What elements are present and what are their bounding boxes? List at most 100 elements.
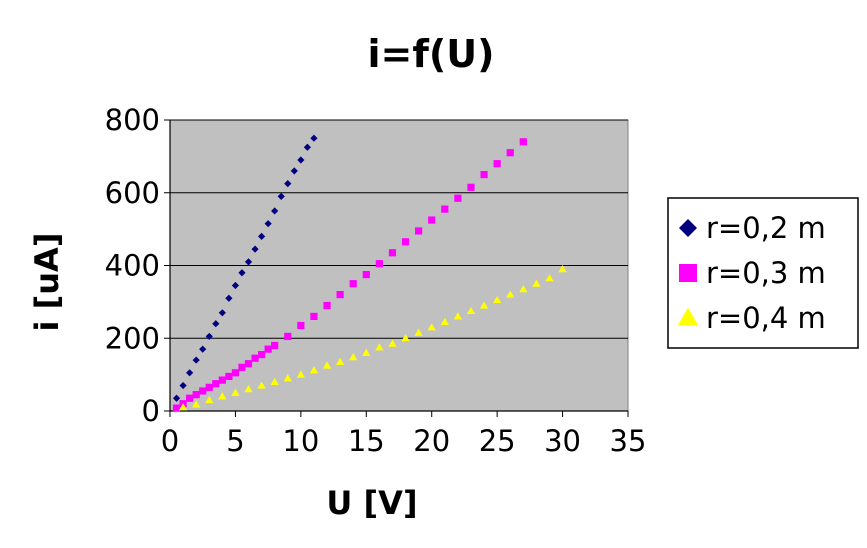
x-tick-label: 35 [610, 424, 647, 458]
data-point [401, 334, 410, 342]
data-point [493, 295, 502, 304]
y-tick-label: 0 [142, 394, 160, 428]
data-point [519, 285, 528, 293]
x-tick-label: 20 [413, 424, 450, 458]
data-point [205, 395, 214, 404]
data-point [349, 280, 357, 288]
data-point [218, 392, 227, 400]
x-tick-label: 5 [226, 424, 244, 458]
legend-label: r=0,4 m [706, 301, 826, 335]
data-point [309, 366, 319, 374]
data-points [172, 134, 567, 412]
data-point [212, 380, 220, 388]
data-point [479, 301, 489, 309]
data-point [231, 369, 240, 377]
data-point [454, 194, 462, 202]
legend-label: r=0,3 m [706, 256, 826, 290]
data-point [388, 249, 397, 257]
data-point [440, 317, 449, 325]
data-point [178, 403, 188, 411]
data-point [270, 377, 279, 385]
data-point [271, 341, 279, 350]
legend-label: r=0,2 m [706, 211, 826, 245]
legend-box [667, 197, 859, 349]
data-point [179, 381, 187, 390]
data-point [466, 306, 476, 315]
data-point [264, 220, 272, 228]
data-point [199, 345, 207, 353]
grid-lines [170, 119, 628, 339]
data-point [375, 260, 383, 268]
data-point [284, 332, 292, 341]
data-point [277, 192, 285, 200]
data-point [238, 363, 246, 371]
data-point [297, 321, 305, 330]
y-tick-label: 400 [105, 249, 160, 283]
data-point [349, 353, 358, 361]
data-point [218, 376, 226, 384]
data-point [192, 400, 201, 408]
data-point [172, 404, 181, 412]
data-point [258, 351, 266, 359]
data-point [258, 232, 266, 240]
y-tick-label: 200 [105, 321, 160, 355]
data-point [401, 238, 410, 246]
data-point [251, 354, 259, 362]
data-point [296, 370, 305, 378]
data-point [205, 383, 213, 391]
data-point [545, 274, 554, 282]
data-point [467, 183, 475, 191]
data-point [506, 290, 515, 298]
y-tick-label: 800 [105, 103, 160, 137]
data-point [251, 245, 259, 253]
data-point [322, 361, 332, 369]
data-point [283, 374, 292, 382]
data-point [519, 138, 527, 146]
data-point [388, 339, 397, 347]
legend-marker [679, 264, 697, 282]
legend-marker [679, 219, 697, 237]
x-axis-label: U [V] [326, 484, 417, 522]
data-point [532, 279, 541, 287]
x-tick-label: 30 [544, 424, 581, 458]
data-point [218, 309, 226, 317]
data-point [271, 207, 279, 215]
data-point [192, 356, 200, 364]
data-point [336, 291, 344, 299]
data-point [297, 156, 305, 164]
data-point [480, 170, 488, 179]
data-point [558, 264, 567, 273]
data-point [172, 394, 181, 402]
data-point [362, 270, 370, 279]
data-point [310, 134, 318, 142]
data-point [290, 167, 298, 175]
data-point [225, 294, 233, 302]
data-point [186, 369, 194, 377]
data-point [205, 332, 213, 341]
data-point [231, 281, 240, 290]
y-tick-labels: 0 200 400 600 800 [105, 103, 160, 428]
series-1 [172, 138, 527, 412]
data-point [506, 149, 514, 157]
data-point [493, 160, 501, 168]
legend-marker [677, 307, 699, 326]
legend: r=0,2 m r=0,3 m r=0,4 m [667, 197, 859, 349]
x-tick-label: 25 [479, 424, 516, 458]
data-point [192, 391, 200, 399]
axes [164, 119, 629, 417]
data-point [441, 205, 449, 213]
data-point [225, 372, 233, 381]
x-tick-labels: 0 5 10 15 20 25 30 35 [161, 424, 647, 458]
data-point [323, 301, 331, 310]
data-point [310, 312, 318, 321]
data-point [453, 312, 463, 320]
data-point [362, 348, 371, 356]
x-tick-label: 10 [282, 424, 319, 458]
data-point [284, 180, 292, 188]
data-point [244, 258, 253, 266]
data-point [257, 381, 266, 389]
data-point [428, 216, 436, 224]
data-point [375, 343, 384, 351]
data-point [414, 328, 423, 336]
